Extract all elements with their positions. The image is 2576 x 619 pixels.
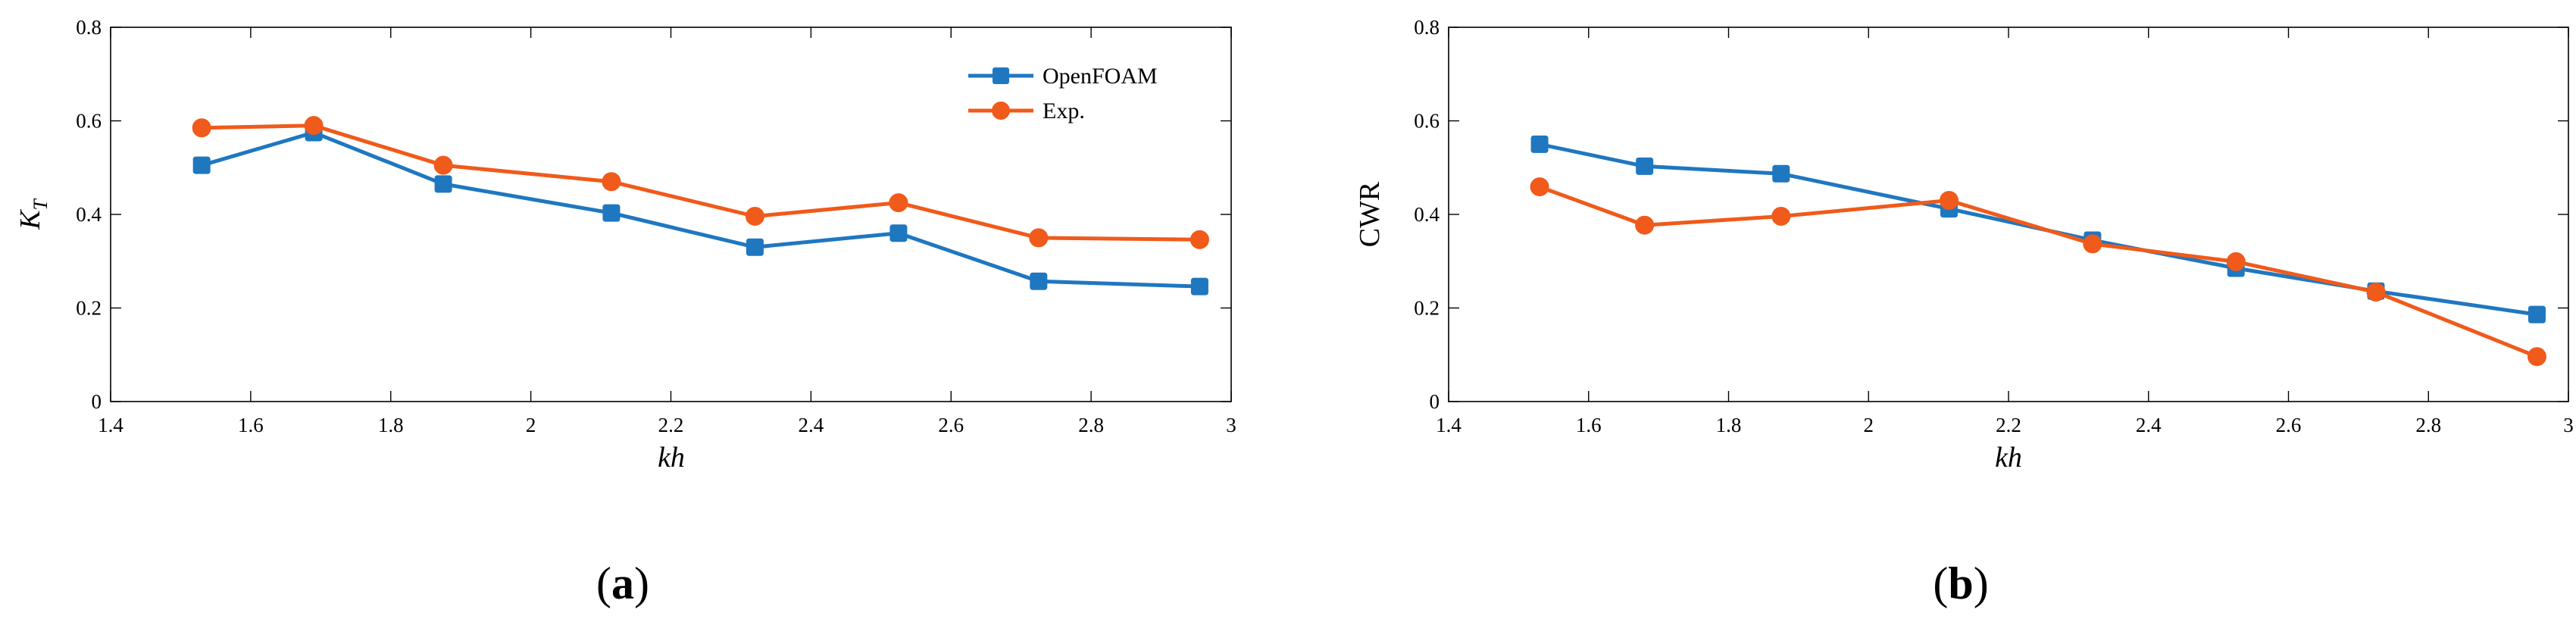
y-axis-title-subscript: T xyxy=(30,199,52,211)
data-point-openfoam xyxy=(1030,272,1048,290)
x-tick-label: 1.8 xyxy=(1716,414,1742,436)
data-point-exp xyxy=(1029,228,1049,248)
y-tick-label: 0.6 xyxy=(76,110,102,133)
data-point-exp xyxy=(1530,177,1549,197)
data-point-exp xyxy=(304,116,324,136)
data-point-exp xyxy=(2226,252,2246,271)
y-tick-label: 0.4 xyxy=(76,203,102,226)
x-tick-label: 2.4 xyxy=(799,414,824,436)
data-point-exp xyxy=(2366,283,2386,302)
data-point-exp xyxy=(1771,206,1791,226)
x-tick-label: 2.8 xyxy=(1078,414,1104,436)
data-point-exp xyxy=(192,118,211,138)
panel-label-close-paren: ) xyxy=(634,558,649,608)
panel-label-open-paren: ( xyxy=(1933,558,1948,608)
legend-marker-square xyxy=(993,67,1009,84)
y-axis-title-main: K xyxy=(14,209,46,230)
data-point-openfoam xyxy=(2528,305,2546,324)
x-tick-label: 2 xyxy=(526,414,536,436)
data-point-exp xyxy=(2083,234,2102,254)
x-tick-label: 2.2 xyxy=(658,414,684,436)
data-point-openfoam xyxy=(602,204,621,222)
panel-label-letter: a xyxy=(611,558,634,608)
y-axis-title: CWR xyxy=(1354,181,1386,247)
x-tick-label: 1.4 xyxy=(98,414,123,436)
data-point-openfoam xyxy=(1636,157,1654,175)
panel-label: (a) xyxy=(596,558,649,608)
panel-label-letter: b xyxy=(1948,558,1973,608)
y-axis-title: KT xyxy=(14,199,52,230)
x-tick-label: 2.2 xyxy=(1996,414,2021,436)
x-axis-title: kh xyxy=(1995,442,2022,474)
data-point-exp xyxy=(745,206,764,226)
x-tick-label: 1.4 xyxy=(1436,414,1462,436)
x-tick-label: 1.8 xyxy=(378,414,404,436)
data-point-exp xyxy=(2527,347,2546,367)
data-point-exp xyxy=(602,172,621,192)
panel-label: (b) xyxy=(1933,558,1988,608)
y-axis-title-main: CWR xyxy=(1354,181,1386,247)
y-tick-label: 0 xyxy=(92,390,102,413)
legend-label: Exp. xyxy=(1043,98,1085,123)
chart-panel-b: 1.4 1.6 1.8 2 2.2 2.4 2.6 2.8 3 0 0.2 0.4 0.6 0.8 kh CW… xyxy=(1354,16,2574,608)
data-point-exp xyxy=(433,155,453,175)
x-tick-label: 3 xyxy=(1226,414,1236,436)
x-tick-label: 2.6 xyxy=(2276,414,2302,436)
y-tick-label: 0.8 xyxy=(76,16,102,39)
data-point-exp xyxy=(1190,230,1209,249)
data-point-openfoam xyxy=(1530,135,1549,153)
data-point-openfoam xyxy=(889,224,908,242)
data-point-exp xyxy=(1939,190,1959,210)
data-point-openfoam xyxy=(434,175,452,193)
y-tick-label: 0.4 xyxy=(1414,203,1440,226)
y-tick-label: 0.2 xyxy=(1414,297,1440,320)
x-tick-label: 1.6 xyxy=(238,414,264,436)
data-point-openfoam xyxy=(1190,277,1208,295)
data-point-exp xyxy=(1635,215,1655,235)
x-tick-label: 2.8 xyxy=(2415,414,2441,436)
x-tick-label: 2.6 xyxy=(938,414,964,436)
data-point-openfoam xyxy=(192,156,211,174)
data-point-exp xyxy=(889,193,908,213)
panel-label-open-paren: ( xyxy=(596,558,611,608)
series-line-exp xyxy=(202,123,1200,242)
y-tick-label: 0 xyxy=(1430,390,1440,413)
y-tick-label: 0.8 xyxy=(1414,16,1440,39)
x-tick-label: 1.6 xyxy=(1576,414,1602,436)
series-line-exp xyxy=(1539,185,2538,359)
x-axis-title: kh xyxy=(658,442,685,474)
x-tick-label: 2.4 xyxy=(2136,414,2162,436)
legend-marker-circle xyxy=(992,102,1010,120)
legend: OpenFOAM Exp. xyxy=(968,64,1158,123)
chart-panel-a: 1.4 1.6 1.8 2 2.2 2.4 2.6 2.8 3 0 0.2 0.4 0.6 0.8 kh KT… xyxy=(14,16,1236,608)
panel-label-close-paren: ) xyxy=(1974,558,1989,608)
data-point-openfoam xyxy=(746,238,764,256)
x-tick-label: 2 xyxy=(1864,414,1874,436)
y-tick-label: 0.2 xyxy=(76,297,102,320)
legend-label: OpenFOAM xyxy=(1043,64,1158,89)
y-tick-label: 0.6 xyxy=(1414,110,1440,133)
data-point-openfoam xyxy=(1772,164,1790,183)
series-line-openfoam xyxy=(201,130,1200,289)
x-tick-label: 3 xyxy=(2563,414,2574,436)
